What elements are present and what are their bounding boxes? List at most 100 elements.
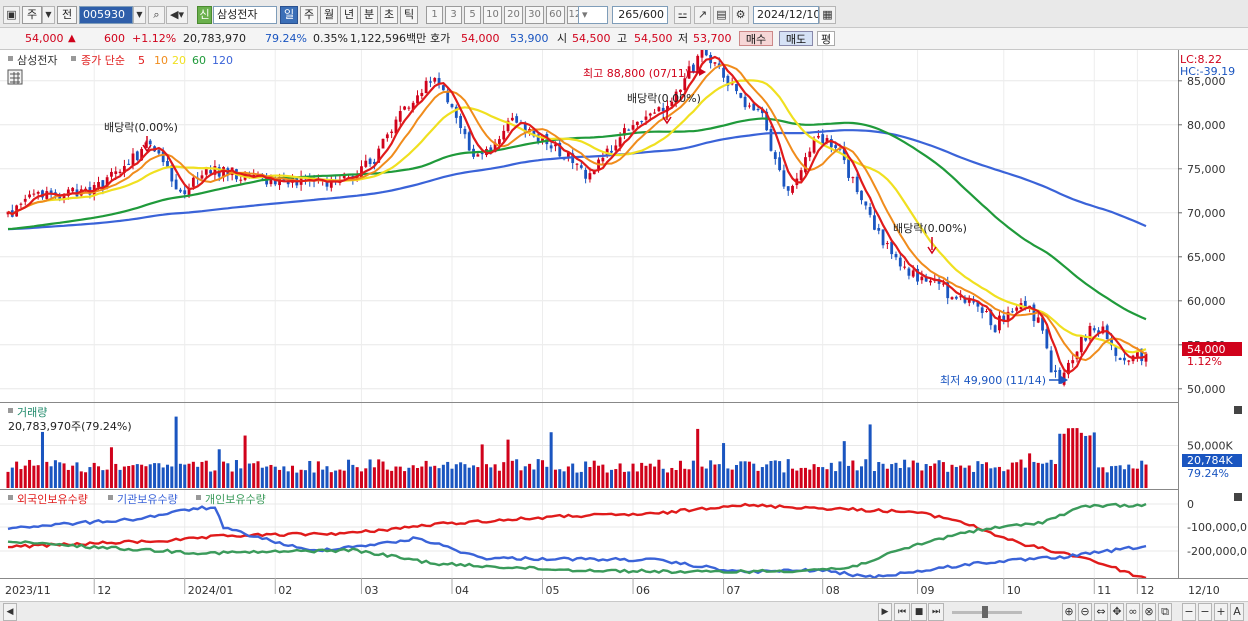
chevron-down-icon[interactable]: ▼ — [42, 6, 55, 24]
volume-bar — [928, 465, 932, 488]
candle-body — [942, 283, 945, 285]
scroll-right-icon[interactable]: ▶ — [878, 603, 892, 621]
zoom-in-icon[interactable]: ⊕ — [1062, 603, 1076, 621]
credit-button[interactable]: 신 — [197, 6, 212, 24]
holding-lines — [7, 502, 1147, 580]
calendar-icon[interactable]: ▦ — [819, 6, 836, 24]
save-icon[interactable]: ▤ — [713, 6, 730, 24]
high-arrow-head — [699, 68, 706, 76]
cross-icon[interactable]: ⊗ — [1142, 603, 1156, 621]
speaker-icon[interactable]: ◀▾ — [166, 6, 188, 24]
legend-individual[interactable]: 개인보유수량 — [205, 493, 266, 506]
legend-ma-period[interactable]: 5 — [138, 54, 145, 67]
volume-bar — [45, 461, 49, 488]
candle-body — [523, 123, 527, 133]
period-button[interactable]: 분 — [360, 6, 378, 24]
volume-bar — [390, 470, 394, 488]
volume-bar — [834, 471, 838, 488]
zoom-slider-handle[interactable] — [982, 606, 988, 618]
legend-ma-period[interactable]: 60 — [192, 54, 206, 67]
volume-bar — [299, 469, 303, 488]
legend-ma-period[interactable]: 20 — [172, 54, 186, 67]
legend-stock[interactable]: 삼성전자 — [17, 54, 57, 67]
volume-bar — [269, 464, 273, 488]
indicator-icon[interactable]: ⚍ — [674, 6, 691, 24]
candle-body — [441, 85, 445, 91]
plus-icon[interactable]: + — [1214, 603, 1228, 621]
fit-icon[interactable]: ⇔ — [1094, 603, 1108, 621]
period-number-button[interactable]: 3 — [445, 6, 462, 24]
scroll-left-icon[interactable]: ◀ — [3, 603, 17, 621]
minus-icon[interactable]: − — [1198, 603, 1212, 621]
volume-bar — [950, 464, 954, 488]
stop-icon[interactable]: ■ — [911, 603, 927, 621]
period-number-button[interactable]: 20 — [504, 6, 523, 24]
font-size-icon[interactable]: A — [1230, 603, 1244, 621]
period-button[interactable]: 년 — [340, 6, 358, 24]
prev-button[interactable]: 전 — [57, 6, 77, 24]
candle-body — [881, 229, 885, 246]
volume-bar — [364, 468, 368, 488]
count-field[interactable]: 265/600 — [612, 6, 668, 24]
time-tick-label: 2023/11 — [5, 584, 51, 597]
candle-body — [903, 266, 907, 268]
volume-bar — [877, 462, 881, 488]
legend-ma-period[interactable]: 120 — [212, 54, 233, 67]
chart-area[interactable]: 85,00080,00075,00070,00065,00060,00055,0… — [0, 50, 1248, 601]
window-menu-icon[interactable]: ▣ — [3, 6, 20, 24]
period-button[interactable]: 틱 — [400, 6, 418, 24]
draw-icon[interactable]: ↗ — [694, 6, 711, 24]
period-number-button[interactable]: 30 — [525, 6, 544, 24]
bottom-scrollbar[interactable]: ◀ ▶ ⏮ ■ ⏭ ⊕ ⊖ ⇔ ✥ ∞ ⊗ ⧉ − − + A — [0, 601, 1248, 621]
market-select[interactable]: 주 — [22, 6, 42, 24]
copy-icon[interactable]: ⧉ — [1158, 603, 1172, 621]
candle-body — [907, 268, 911, 276]
period-number-button[interactable]: 1 — [426, 6, 443, 24]
period-number-button[interactable]: 5 — [464, 6, 481, 24]
fast-forward-icon[interactable]: ⏭ — [928, 603, 944, 621]
volume-bar — [808, 469, 812, 488]
candle-body — [1075, 351, 1079, 360]
rewind-icon[interactable]: ⏮ — [894, 603, 910, 621]
link-icon[interactable]: ∞ — [1126, 603, 1140, 621]
close-icon[interactable] — [1234, 406, 1242, 414]
candle-body — [791, 185, 794, 193]
cursor-icon[interactable]: ✥ — [1110, 603, 1124, 621]
close-icon[interactable] — [1234, 493, 1242, 501]
legend-ma-period[interactable]: 10 — [154, 54, 168, 67]
period-number-button[interactable]: 60 — [546, 6, 565, 24]
candle-body — [653, 112, 656, 114]
volume-bar — [842, 441, 846, 488]
code-input[interactable]: 005930 — [79, 6, 133, 24]
volume-bar — [726, 468, 730, 488]
minus-icon[interactable]: − — [1182, 603, 1196, 621]
period-button[interactable]: 월 — [320, 6, 338, 24]
avg-button[interactable]: 평 — [817, 31, 835, 46]
volume-bar — [303, 470, 307, 488]
search-icon[interactable]: ⌕ — [148, 6, 165, 24]
volume-bar — [536, 459, 540, 488]
volume-bar — [497, 470, 501, 488]
volume-bar — [1092, 432, 1096, 488]
candle-body — [122, 166, 126, 173]
period-button[interactable]: 일 — [280, 6, 298, 24]
date-input[interactable]: 2024/12/10 — [753, 6, 819, 24]
period-button[interactable]: 주 — [300, 6, 318, 24]
period-button[interactable]: 초 — [380, 6, 398, 24]
sell-button[interactable]: 매도 — [779, 31, 813, 46]
period-number-button[interactable]: 10 — [483, 6, 502, 24]
volume-bar — [161, 467, 165, 488]
volume-bar — [213, 470, 217, 488]
candle-body — [446, 90, 450, 103]
legend-ma-title[interactable]: 종가 단순 — [81, 54, 125, 67]
legend-foreign[interactable]: 외국인보유수량 — [17, 493, 88, 506]
volume-bar — [71, 465, 75, 488]
zoom-out-icon[interactable]: ⊖ — [1078, 603, 1092, 621]
legend-institution[interactable]: 기관보유수량 — [117, 493, 178, 506]
volume-bar — [575, 472, 579, 488]
buy-button[interactable]: 매수 — [739, 31, 773, 46]
gear-icon[interactable]: ⚙ — [732, 6, 749, 24]
chevron-down-icon[interactable]: ▼ — [133, 6, 146, 24]
period-dropdown[interactable]: ▾ — [578, 6, 608, 24]
current-pct-text: 1.12% — [1187, 355, 1222, 368]
